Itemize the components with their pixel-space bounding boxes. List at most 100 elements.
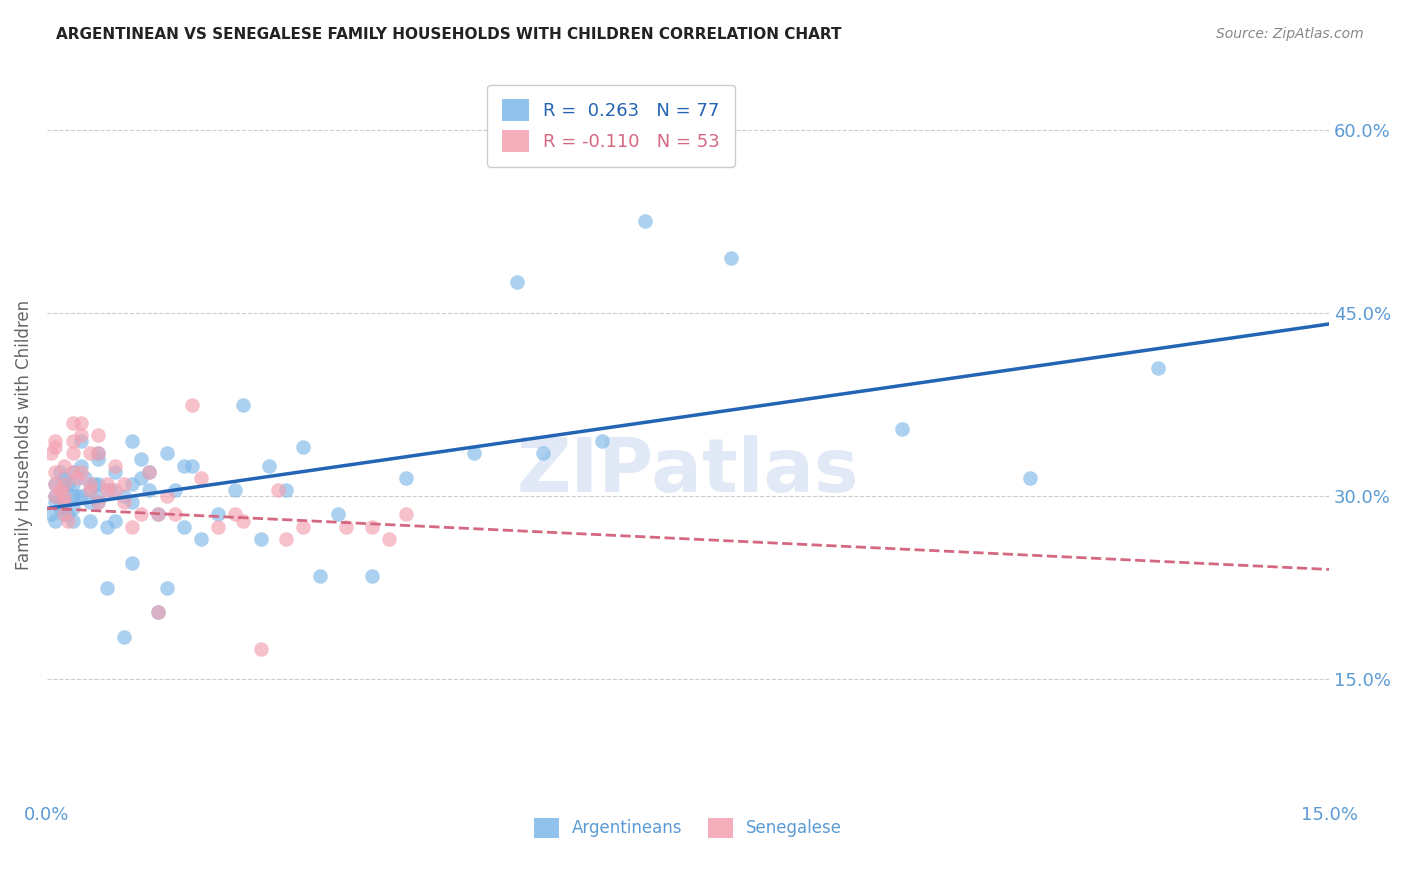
Point	[266, 483, 288, 497]
Point	[87, 446, 110, 460]
Point	[292, 519, 315, 533]
Point	[121, 557, 143, 571]
Point	[53, 489, 76, 503]
Point	[232, 514, 254, 528]
Point	[44, 489, 66, 503]
Point	[70, 428, 93, 442]
Point	[48, 501, 70, 516]
Point	[224, 483, 246, 497]
Point	[79, 514, 101, 528]
Point	[48, 483, 70, 497]
Point	[53, 458, 76, 473]
Point	[48, 465, 70, 479]
Point	[360, 568, 382, 582]
Point	[146, 605, 169, 619]
Point	[190, 532, 212, 546]
Point	[53, 495, 76, 509]
Point	[173, 519, 195, 533]
Text: ZIPatlas: ZIPatlas	[516, 435, 859, 508]
Point	[531, 446, 554, 460]
Point	[66, 489, 89, 503]
Point	[276, 532, 298, 546]
Point	[58, 514, 80, 528]
Point	[146, 605, 169, 619]
Point	[249, 641, 271, 656]
Point	[70, 465, 93, 479]
Point	[53, 508, 76, 522]
Point	[66, 471, 89, 485]
Point	[165, 483, 187, 497]
Point	[87, 495, 110, 509]
Point	[129, 508, 152, 522]
Point	[79, 477, 101, 491]
Point	[292, 440, 315, 454]
Point	[207, 508, 229, 522]
Point	[1018, 471, 1040, 485]
Point	[890, 422, 912, 436]
Point	[87, 495, 110, 509]
Point	[165, 508, 187, 522]
Point	[112, 495, 135, 509]
Point	[249, 532, 271, 546]
Point	[121, 477, 143, 491]
Point	[87, 489, 110, 503]
Point	[70, 458, 93, 473]
Point	[326, 508, 349, 522]
Point	[70, 434, 93, 449]
Point	[70, 416, 93, 430]
Point	[129, 452, 152, 467]
Point	[155, 489, 177, 503]
Point	[53, 495, 76, 509]
Point	[44, 465, 66, 479]
Point	[70, 489, 93, 503]
Point	[44, 489, 66, 503]
Point	[634, 214, 657, 228]
Point	[87, 446, 110, 460]
Point	[592, 434, 614, 449]
Point	[62, 489, 84, 503]
Point	[53, 471, 76, 485]
Point	[360, 519, 382, 533]
Point	[181, 458, 204, 473]
Point	[79, 483, 101, 497]
Point	[58, 508, 80, 522]
Point	[79, 483, 101, 497]
Point	[44, 514, 66, 528]
Point	[104, 483, 127, 497]
Point	[104, 514, 127, 528]
Point	[378, 532, 401, 546]
Point	[58, 477, 80, 491]
Point	[62, 434, 84, 449]
Point	[96, 581, 118, 595]
Point	[121, 434, 143, 449]
Point	[75, 471, 97, 485]
Point	[39, 508, 62, 522]
Point	[395, 471, 418, 485]
Point	[53, 501, 76, 516]
Point	[257, 458, 280, 473]
Point	[1147, 360, 1170, 375]
Point	[87, 452, 110, 467]
Point	[129, 471, 152, 485]
Point	[83, 477, 105, 491]
Point	[53, 483, 76, 497]
Y-axis label: Family Households with Children: Family Households with Children	[15, 300, 32, 570]
Point	[62, 465, 84, 479]
Point	[138, 465, 160, 479]
Point	[112, 630, 135, 644]
Point	[335, 519, 357, 533]
Point	[309, 568, 332, 582]
Point	[181, 397, 204, 411]
Point	[104, 465, 127, 479]
Point	[121, 495, 143, 509]
Point	[155, 581, 177, 595]
Point	[112, 489, 135, 503]
Point	[62, 465, 84, 479]
Point	[112, 477, 135, 491]
Point	[190, 471, 212, 485]
Point	[100, 483, 122, 497]
Point	[53, 477, 76, 491]
Point	[62, 416, 84, 430]
Point	[44, 440, 66, 454]
Legend: Argentineans, Senegalese: Argentineans, Senegalese	[527, 811, 849, 845]
